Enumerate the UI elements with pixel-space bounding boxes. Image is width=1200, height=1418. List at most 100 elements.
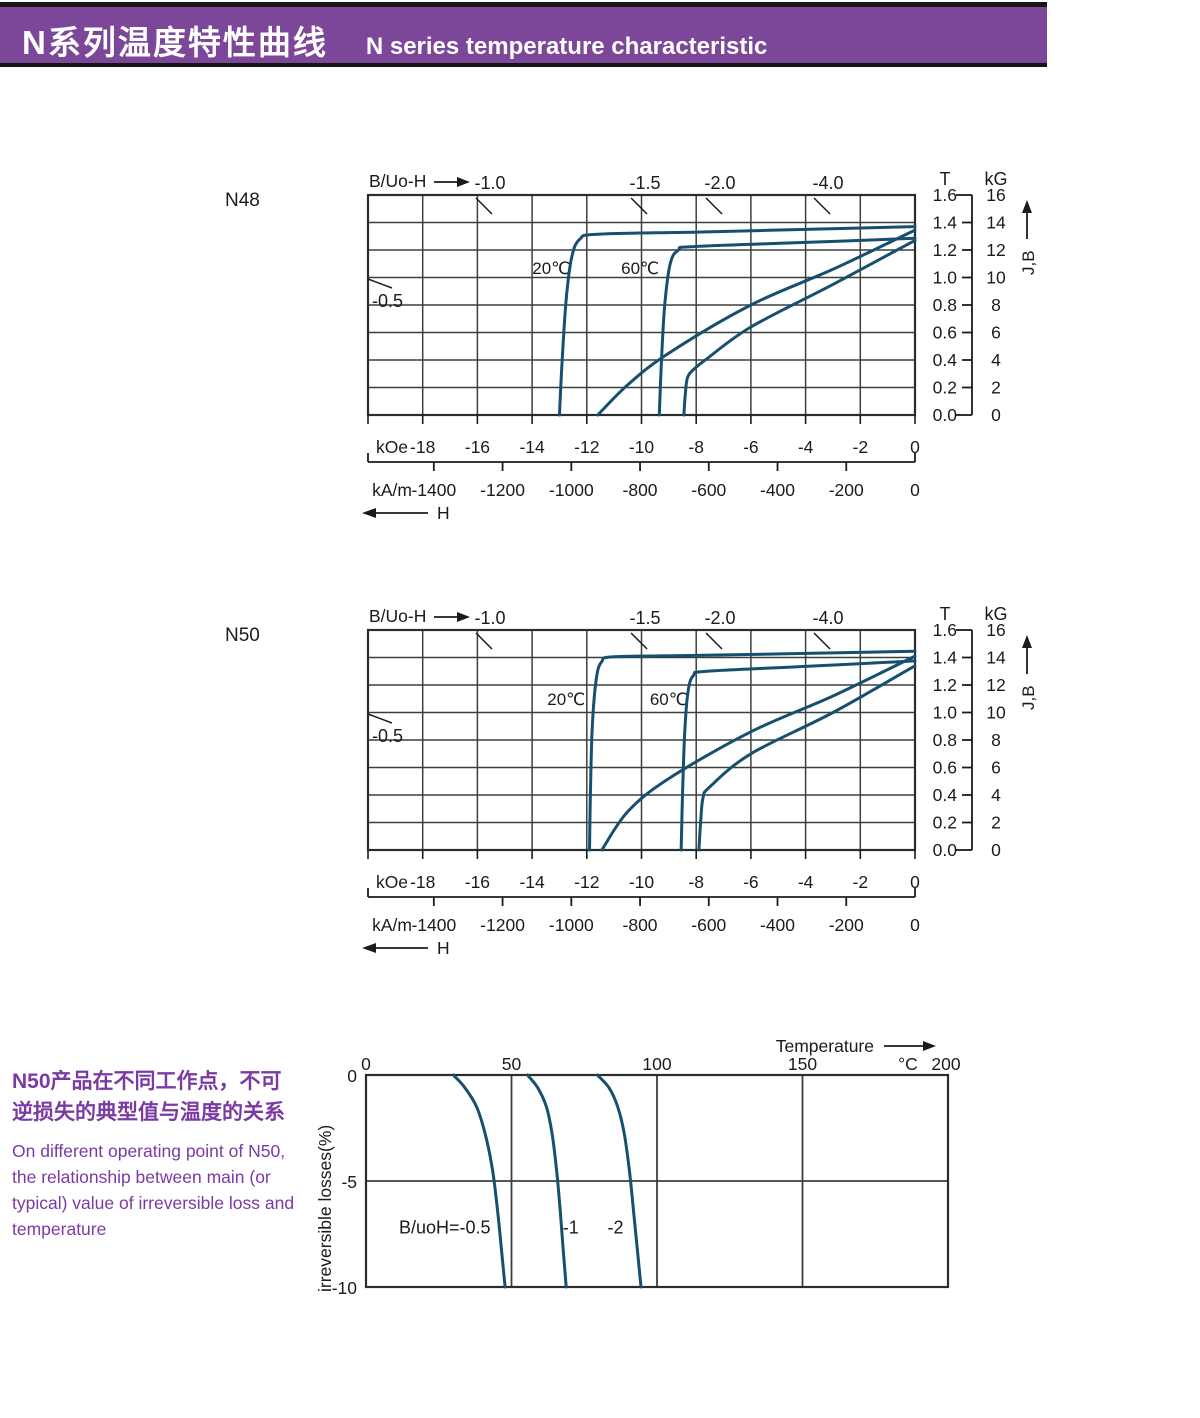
svg-text:-200: -200 [829, 915, 864, 935]
svg-text:1.4: 1.4 [933, 213, 958, 233]
svg-text:-6: -6 [743, 872, 759, 892]
svg-text:-4.0: -4.0 [813, 173, 844, 193]
grade-label-n50: N50 [225, 625, 260, 646]
svg-text:0.6: 0.6 [933, 758, 957, 778]
svg-text:-16: -16 [465, 437, 490, 457]
svg-text:0.2: 0.2 [933, 813, 957, 833]
svg-text:-1: -1 [563, 1218, 579, 1238]
svg-text:-200: -200 [829, 480, 864, 500]
svg-text:-16: -16 [465, 872, 490, 892]
svg-text:0: 0 [910, 437, 920, 457]
svg-text:8: 8 [991, 295, 1001, 315]
n50-demag-chart: kOe -18 -16 -14 -12 -10 -8 -6 -4 -2 0 kA/m -1400 -120… [362, 604, 1038, 958]
svg-text:-1.0: -1.0 [474, 173, 505, 193]
svg-text:-1.5: -1.5 [630, 608, 661, 628]
svg-text:0: 0 [347, 1066, 357, 1086]
side-note-en: On different operating point of N50, the… [12, 1138, 312, 1242]
svg-text:1.4: 1.4 [933, 648, 958, 668]
svg-text:1.2: 1.2 [933, 240, 957, 260]
svg-text:0.0: 0.0 [933, 405, 958, 425]
svg-text:-0.5: -0.5 [372, 726, 403, 746]
svg-text:-10: -10 [629, 437, 655, 457]
svg-text:150: 150 [788, 1054, 817, 1074]
svg-text:0.8: 0.8 [933, 295, 957, 315]
svg-text:kA/m: kA/m [372, 480, 412, 500]
svg-text:1.0: 1.0 [933, 703, 958, 723]
svg-text:-12: -12 [574, 437, 599, 457]
svg-text:-600: -600 [691, 480, 726, 500]
svg-text:-1000: -1000 [549, 915, 594, 935]
svg-text:-1400: -1400 [411, 480, 456, 500]
svg-text:-1400: -1400 [411, 915, 456, 935]
svg-text:kA/m: kA/m [372, 915, 412, 935]
svg-text:8: 8 [991, 730, 1001, 750]
svg-text:0: 0 [361, 1054, 371, 1074]
svg-text:0: 0 [910, 480, 920, 500]
side-note-en-line3: typical) value of irreversible loss and [12, 1193, 295, 1213]
n50-irreversible-loss-chart: 0 50 100 150 200 °C Temperature 0 -5 -10irreversi… [315, 1036, 961, 1298]
svg-text:60℃: 60℃ [650, 690, 688, 709]
svg-text:6: 6 [991, 758, 1001, 778]
svg-text:4: 4 [991, 785, 1001, 805]
svg-text:kOe: kOe [376, 437, 408, 457]
svg-text:-2.0: -2.0 [704, 608, 735, 628]
svg-text:0.4: 0.4 [933, 785, 958, 805]
svg-text:0.0: 0.0 [933, 840, 958, 860]
header-banner-text: N系列温度特性曲线 N series temperature character… [0, 17, 767, 69]
svg-text:-5: -5 [341, 1172, 357, 1192]
svg-text:4: 4 [991, 350, 1001, 370]
svg-text:T: T [940, 169, 951, 189]
svg-text:kG: kG [984, 169, 1007, 189]
svg-text:1.0: 1.0 [933, 268, 958, 288]
svg-text:0.4: 0.4 [933, 350, 958, 370]
svg-text:0: 0 [991, 840, 1001, 860]
svg-text:14: 14 [986, 648, 1006, 668]
svg-text:0: 0 [910, 872, 920, 892]
svg-text:-12: -12 [574, 872, 599, 892]
svg-text:12: 12 [986, 240, 1005, 260]
svg-text:20℃: 20℃ [547, 690, 585, 709]
svg-text:200: 200 [931, 1054, 960, 1074]
svg-text:°C: °C [898, 1054, 918, 1074]
svg-text:-2: -2 [608, 1218, 624, 1238]
svg-text:60℃: 60℃ [621, 259, 659, 278]
svg-text:-4: -4 [798, 437, 814, 457]
svg-text:kG: kG [984, 604, 1007, 624]
svg-text:-800: -800 [623, 915, 658, 935]
svg-text:16: 16 [986, 620, 1005, 640]
svg-text:0.6: 0.6 [933, 323, 957, 343]
svg-text:-1200: -1200 [480, 915, 525, 935]
svg-text:14: 14 [986, 213, 1006, 233]
page-title-zh: N系列温度特性曲线 [22, 24, 328, 61]
svg-text:2: 2 [991, 813, 1001, 833]
svg-text:-0.5: -0.5 [372, 291, 403, 311]
svg-text:-4.0: -4.0 [813, 608, 844, 628]
side-note-en-line4: temperature [12, 1219, 107, 1239]
svg-text:20℃: 20℃ [532, 259, 570, 278]
svg-text:-8: -8 [688, 872, 704, 892]
svg-text:100: 100 [642, 1054, 671, 1074]
svg-text:12: 12 [986, 675, 1005, 695]
svg-text:-8: -8 [688, 437, 704, 457]
svg-text:B/Uo-H: B/Uo-H [369, 171, 426, 191]
side-note-zh-line1: N50产品在不同工作点，不可 [12, 1070, 282, 1093]
svg-text:kOe: kOe [376, 872, 408, 892]
svg-text:6: 6 [991, 323, 1001, 343]
svg-text:-18: -18 [410, 872, 435, 892]
svg-text:-1.5: -1.5 [630, 173, 661, 193]
side-note-en-line1: On different operating point of N50, [12, 1141, 286, 1161]
svg-text:T: T [940, 604, 951, 624]
svg-text:-400: -400 [760, 915, 795, 935]
svg-text:1.2: 1.2 [933, 675, 957, 695]
svg-text:Temperature: Temperature [776, 1036, 874, 1056]
svg-text:B/Uo-H: B/Uo-H [369, 606, 426, 626]
svg-text:H: H [437, 938, 450, 958]
svg-text:16: 16 [986, 185, 1005, 205]
svg-text:-1.0: -1.0 [474, 608, 505, 628]
svg-text:-14: -14 [519, 437, 545, 457]
svg-text:10: 10 [986, 268, 1006, 288]
grade-label-n48: N48 [225, 190, 260, 211]
svg-text:J,B: J,B [1019, 685, 1038, 710]
svg-text:0: 0 [991, 405, 1001, 425]
